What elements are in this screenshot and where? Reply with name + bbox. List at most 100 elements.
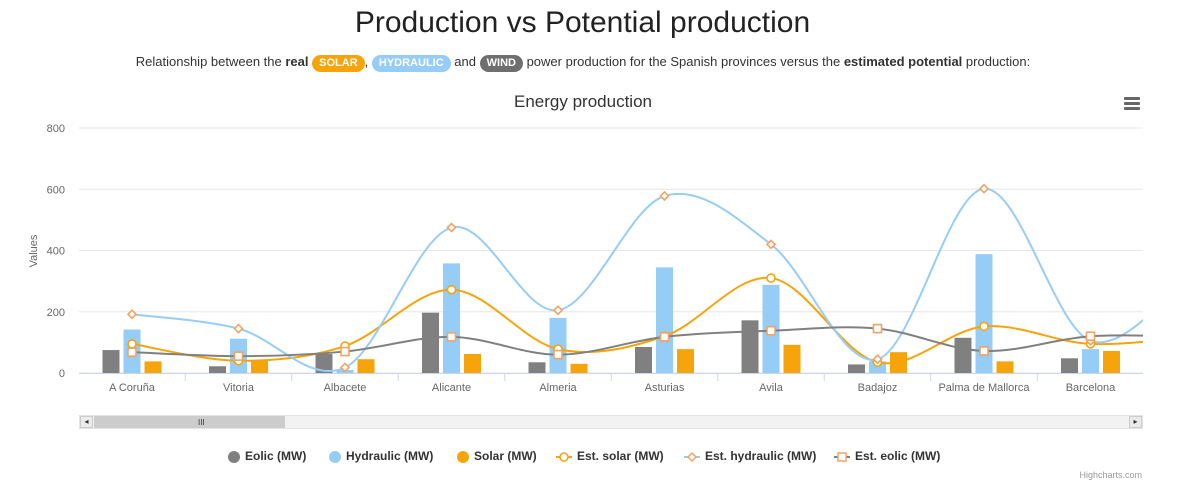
scrollbar-thumb[interactable]: III bbox=[94, 416, 285, 428]
marker-est-eolic-7 bbox=[872, 323, 883, 334]
chart-title: Energy production bbox=[514, 92, 652, 111]
marker-est-hydraulic-7 bbox=[872, 354, 883, 365]
legend-label-hydraulic: Hydraulic (MW) bbox=[346, 449, 434, 463]
x-tick-label-9: Barcelona bbox=[1066, 382, 1116, 394]
badge-solar: SOLAR bbox=[312, 55, 365, 72]
marker-est-eolic-0 bbox=[127, 347, 137, 357]
energy-chart: Energy production Values 0 200 400 600 800 A … bbox=[28, 92, 1143, 394]
marker-est-eolic-2 bbox=[340, 346, 350, 357]
x-tick-label-2: Albacete bbox=[324, 382, 367, 394]
bar-eolic-1 bbox=[209, 366, 226, 373]
bar-solar-2 bbox=[357, 359, 375, 373]
marker-est-hydraulic-6 bbox=[765, 239, 777, 250]
marker-est-eolic-4 bbox=[553, 349, 563, 360]
marker-est-solar-8 bbox=[979, 321, 989, 332]
bar-eolic-9 bbox=[1061, 358, 1078, 373]
subtitle-estimated: estimated potential bbox=[843, 54, 963, 69]
bar-eolic-2 bbox=[315, 354, 333, 373]
legend-item-est-solar[interactable]: Est. solar (MW) bbox=[556, 449, 664, 463]
marker-est-eolic-1 bbox=[233, 351, 244, 361]
marker-est-solar-3 bbox=[446, 284, 457, 295]
bar-eolic-5 bbox=[635, 346, 652, 373]
scroll-left-arrow-icon[interactable]: ◂ bbox=[80, 416, 93, 428]
y-tick-label-600: 600 bbox=[47, 184, 65, 196]
bar-eolic-8 bbox=[954, 337, 972, 373]
chart-legend: Eolic (MW) Hydraulic (MW) Solar (MW) Est… bbox=[0, 449, 1197, 467]
x-tick-label-8: Palma de Mallorca bbox=[938, 382, 1030, 394]
legend-est-solar-icon bbox=[556, 452, 572, 462]
legend-item-eolic[interactable]: Eolic (MW) bbox=[228, 449, 306, 463]
marker-est-eolic-5 bbox=[659, 332, 670, 342]
chart-menu-icon[interactable] bbox=[1124, 97, 1140, 111]
bar-solar-4 bbox=[570, 363, 588, 373]
axis-layer: 0 200 400 600 800 A Coruña Vitoria Albacete Alic… bbox=[47, 123, 1143, 394]
legend-hydraulic-icon bbox=[329, 450, 341, 463]
badge-hydraulic: HYDRAULIC bbox=[371, 55, 451, 72]
bar-solar-5 bbox=[677, 349, 694, 373]
scroll-right-arrow-icon[interactable]: ▸ bbox=[1129, 416, 1142, 428]
subtitle-mid: power production for the Spanish provinc… bbox=[526, 54, 841, 69]
marker-est-hydraulic-3 bbox=[446, 222, 457, 233]
legend-item-hydraulic[interactable]: Hydraulic (MW) bbox=[329, 449, 433, 463]
page-title: Production vs Potential production bbox=[354, 6, 811, 39]
marker-est-hydraulic-4 bbox=[552, 305, 564, 316]
marker-est-eolic-3 bbox=[446, 332, 457, 342]
bar-solar-3 bbox=[464, 354, 481, 373]
x-tick-label-6: Avila bbox=[759, 382, 784, 394]
legend-est-hydraulic-icon bbox=[684, 451, 700, 462]
y-tick-label-800: 800 bbox=[47, 123, 65, 135]
subtitle-comma: , bbox=[364, 54, 369, 69]
bar-solar-9 bbox=[1103, 350, 1120, 373]
legend-label-eolic: Eolic (MW) bbox=[245, 449, 307, 463]
marker-est-hydraulic-0 bbox=[126, 309, 138, 320]
legend-solar-icon bbox=[457, 450, 469, 463]
marker-est-solar-6 bbox=[766, 273, 776, 283]
subtitle-real: real bbox=[285, 54, 309, 69]
bar-solar-6 bbox=[783, 344, 801, 373]
x-tick-label-0: A Coruña bbox=[109, 382, 156, 394]
subtitle-prefix: Relationship between the bbox=[135, 54, 282, 69]
bar-hydraulic-3 bbox=[443, 263, 460, 373]
bar-solar-8 bbox=[996, 361, 1014, 373]
x-tick-label-1: Vitoria bbox=[223, 382, 255, 394]
legend-label-est-eolic: Est. eolic (MW) bbox=[855, 449, 941, 463]
bar-hydraulic-8 bbox=[975, 254, 993, 373]
y-axis-title: Values bbox=[28, 234, 40, 267]
legend-item-solar[interactable]: Solar (MW) bbox=[457, 449, 537, 463]
marker-est-hydraulic-2 bbox=[339, 362, 351, 373]
grip-icon: III bbox=[198, 418, 205, 427]
credits-link[interactable]: Highcharts.com bbox=[1079, 470, 1142, 480]
badge-wind: WIND bbox=[479, 55, 523, 72]
x-tick-label-7: Badajoz bbox=[858, 382, 898, 394]
y-tick-label-200: 200 bbox=[47, 307, 65, 319]
marker-est-solar-0 bbox=[127, 339, 137, 349]
legend-label-solar: Solar (MW) bbox=[474, 449, 537, 463]
legend-eolic-icon bbox=[228, 450, 240, 463]
bar-hydraulic-9 bbox=[1082, 349, 1099, 373]
marker-est-hydraulic-1 bbox=[233, 323, 244, 334]
legend-item-est-hydraulic[interactable]: Est. hydraulic (MW) bbox=[684, 449, 816, 463]
chart-scrollbar[interactable]: ◂ III ▸ bbox=[79, 415, 1143, 429]
y-tick-label-400: 400 bbox=[47, 246, 65, 258]
marker-est-hydraulic-8 bbox=[978, 183, 990, 194]
legend-label-est-hydraulic: Est. hydraulic (MW) bbox=[705, 449, 817, 463]
subtitle-suffix: production: bbox=[965, 54, 1031, 69]
bar-solar-0 bbox=[144, 361, 162, 373]
subtitle-and: and bbox=[454, 54, 476, 69]
x-tick-label-4: Almeria bbox=[539, 382, 577, 394]
bar-hydraulic-5 bbox=[656, 267, 673, 373]
bar-eolic-6 bbox=[741, 320, 759, 373]
legend-item-est-eolic[interactable]: Est. eolic (MW) bbox=[834, 449, 940, 463]
bar-eolic-7 bbox=[848, 364, 865, 373]
bar-eolic-0 bbox=[102, 350, 120, 373]
bar-eolic-4 bbox=[528, 362, 546, 373]
marker-est-eolic-9 bbox=[1085, 331, 1096, 342]
page-subtitle: Relationship between the real SOLAR, HYD… bbox=[0, 54, 1166, 72]
bar-eolic-3 bbox=[422, 312, 439, 373]
legend-est-eolic-icon bbox=[834, 452, 850, 462]
legend-label-est-solar: Est. solar (MW) bbox=[577, 449, 664, 463]
bar-solar-1 bbox=[251, 360, 268, 373]
y-tick-label-0: 0 bbox=[59, 368, 65, 380]
bar-hydraulic-7 bbox=[869, 361, 886, 373]
x-tick-label-3: Alicante bbox=[432, 382, 471, 394]
